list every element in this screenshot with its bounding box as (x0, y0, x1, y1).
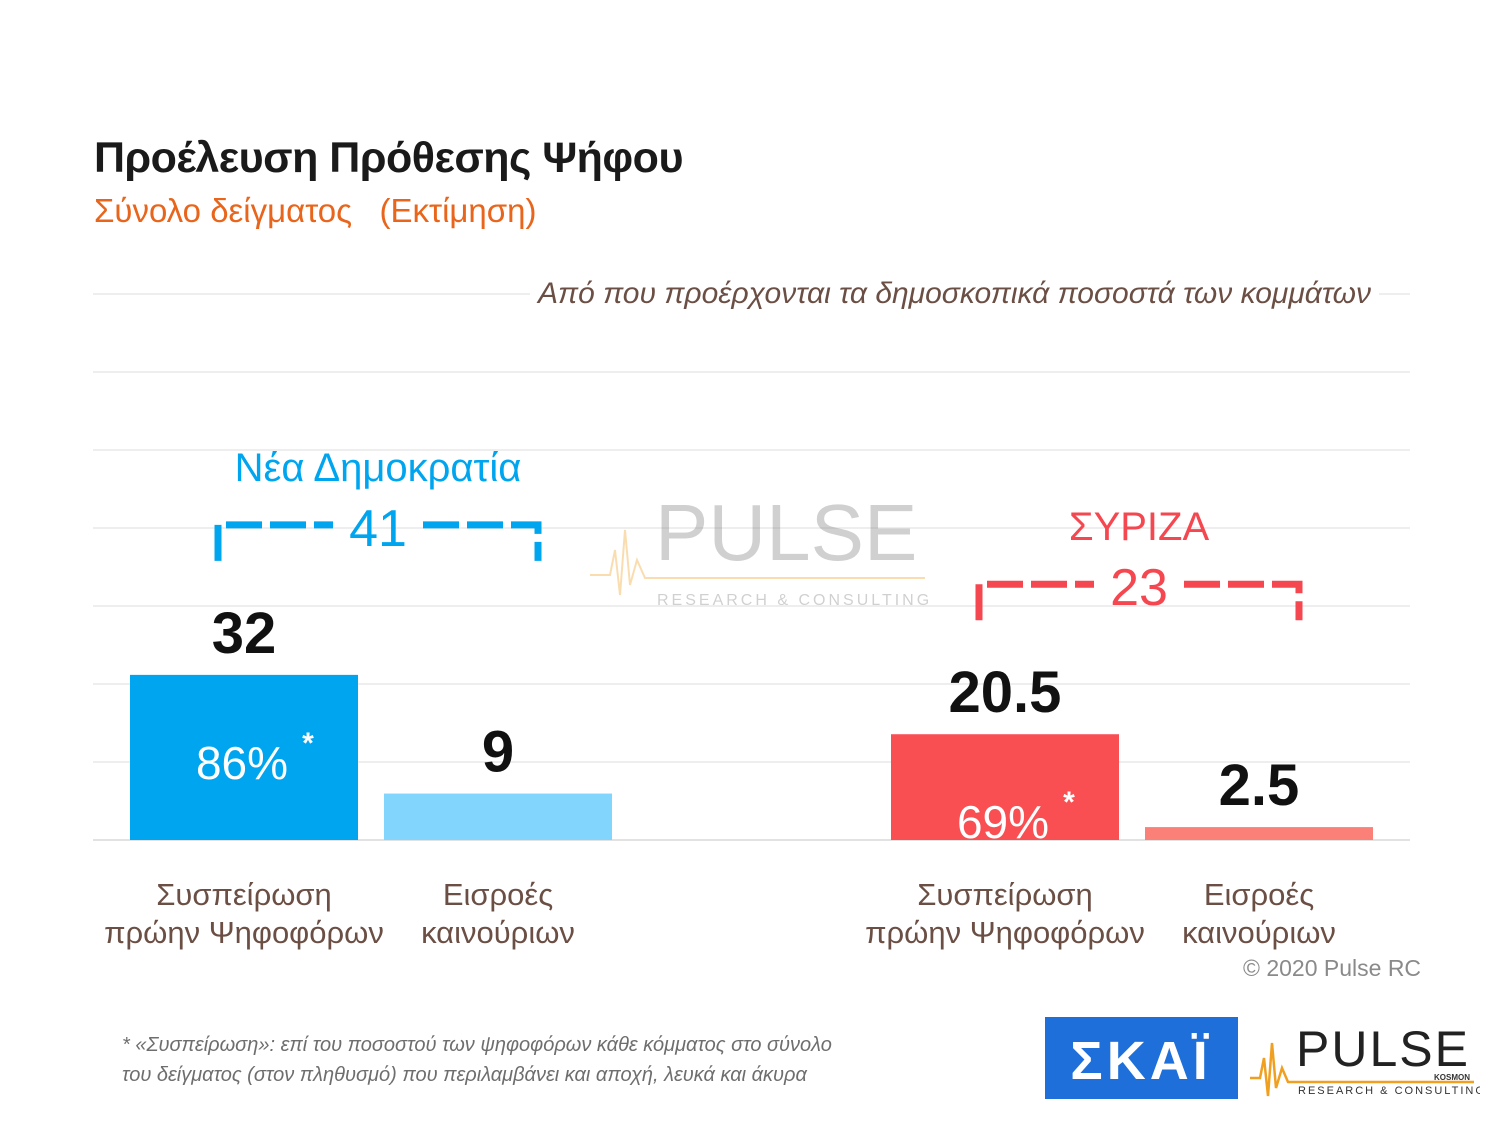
data-label: 32 (212, 601, 277, 666)
footnote-line-1: * «Συσπείρωση»: επί του ποσοστού των ψηφ… (122, 1034, 832, 1056)
inner-asterisk: * (302, 727, 314, 760)
copyright: © 2020 Pulse RC (1243, 955, 1422, 981)
data-label: 2.5 (1219, 753, 1300, 818)
watermark-text: PULSE (655, 490, 917, 577)
category-label: πρώην Ψηφοφόρων (104, 915, 384, 950)
inner-asterisk: * (1063, 786, 1075, 819)
group-total: 41 (349, 500, 407, 558)
data-label: 20.5 (949, 660, 1062, 725)
chart-caption: Από που προέρχονται τα δημοσκοπικά ποσοσ… (530, 277, 1380, 311)
pulse-logo-small: KOSMON (1434, 1073, 1470, 1082)
bar (130, 674, 358, 840)
category-label: Εισροές (1204, 877, 1314, 912)
group-bracket-left (975, 580, 1094, 621)
category-label: Εισροές (443, 877, 553, 912)
watermark-subtext: RESEARCH & CONSULTING (657, 592, 930, 609)
inner-percent-label: 69% (957, 796, 1049, 848)
pulse-logo-text: PULSE (1296, 1021, 1470, 1077)
category-label: καινούριων (421, 915, 575, 950)
inner-percent-label: 86% (196, 737, 288, 789)
footnote-line-2: του δείγματος (στον πληθυσμό) που περιλα… (122, 1064, 807, 1086)
group-total: 23 (1110, 559, 1168, 617)
group-name: Νέα Δημοκρατία (235, 446, 522, 490)
pulse-logo: PULSE KOSMON RESEARCH & CONSULTING (1250, 1021, 1480, 1097)
group-name: ΣΥΡΙΖΑ (1069, 505, 1210, 549)
category-label: Συσπείρωση (156, 877, 332, 912)
skai-logo-text: ΣΚΑΪ (1070, 1031, 1211, 1091)
chart-title: Προέλευση Πρόθεσης Ψήφου (94, 134, 683, 182)
bar (891, 734, 1119, 840)
pulse-logo-subtext: RESEARCH & CONSULTING (1298, 1085, 1480, 1097)
category-label: πρώην Ψηφοφόρων (865, 915, 1145, 950)
category-label: Συσπείρωση (917, 877, 1093, 912)
data-label: 9 (482, 720, 514, 785)
group-bracket-right (423, 521, 542, 561)
footnote: * «Συσπείρωση»: επί του ποσοστού των ψηφ… (122, 1030, 982, 1090)
chart-subtitle: Σύνολο δείγματος (Εκτίμηση) (94, 192, 537, 229)
bar (384, 793, 612, 840)
bar (1145, 827, 1373, 840)
pulse-watermark: PULSE RESEARCH & CONSULTING (590, 490, 930, 609)
category-label: καινούριων (1182, 915, 1336, 950)
skai-logo: ΣΚΑΪ (1045, 1017, 1238, 1099)
group-bracket-right (1184, 580, 1303, 621)
group-bracket-left (214, 521, 333, 561)
